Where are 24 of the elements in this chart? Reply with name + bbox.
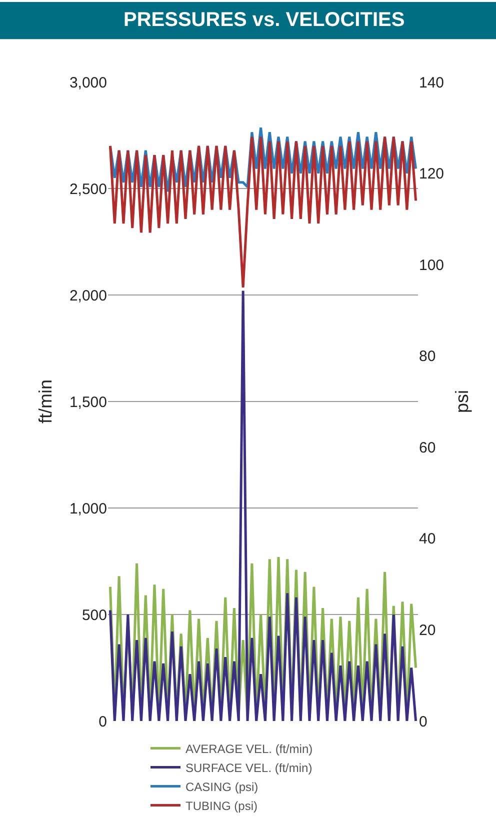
legend-label: AVERAGE VEL. (ft/min) (186, 742, 313, 756)
y-axis-title: ft/min (36, 379, 56, 424)
y-tick-label: 500 (82, 606, 107, 624)
line-series (108, 289, 418, 721)
y-tick-label: 2,500 (69, 180, 107, 198)
chart-title: PRESSURES vs. VELOCITIES (124, 9, 405, 31)
y2-tick-label: 0 (419, 713, 428, 730)
legend-label: CASING (psi) (186, 780, 258, 794)
y2-tick-label: 100 (419, 256, 444, 274)
y-tick-label: 0 (98, 713, 107, 730)
y2-axis-title: psi (452, 390, 472, 414)
y2-tick-label: 20 (419, 622, 436, 639)
line-series (108, 136, 418, 289)
y2-tick-label: 40 (419, 530, 436, 548)
legend-label: TUBING (psi) (186, 798, 258, 813)
y2-tick-label: 60 (419, 439, 436, 456)
y2-tick-label: 120 (419, 166, 444, 183)
legend-label: SURFACE VEL. (ft/min) (186, 760, 312, 775)
y2-tick-label: 140 (419, 74, 444, 92)
y-tick-label: 1,500 (69, 394, 107, 411)
y-tick-label: 2,000 (69, 287, 107, 304)
y2-tick-label: 80 (419, 348, 436, 366)
y-tick-label: 3,000 (69, 74, 107, 92)
y-tick-label: 1,000 (69, 500, 107, 518)
